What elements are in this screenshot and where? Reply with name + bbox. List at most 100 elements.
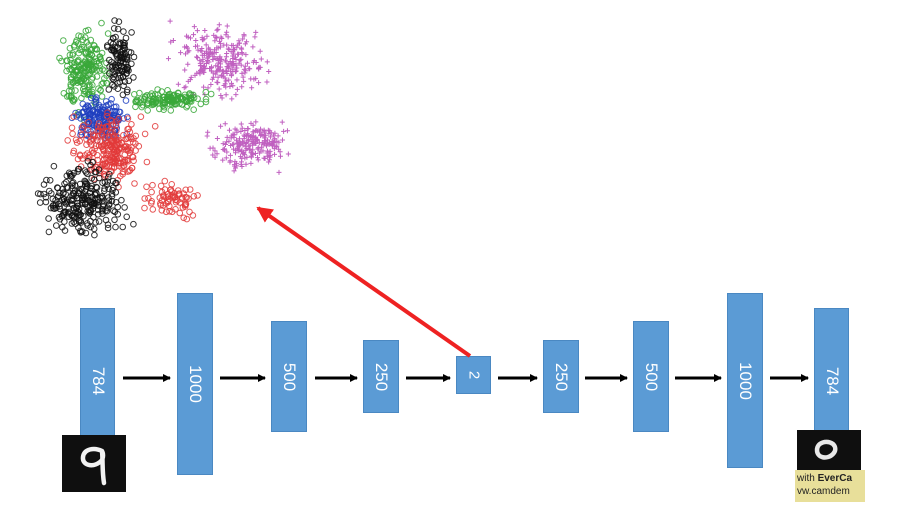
scatter-point bbox=[102, 98, 110, 105]
scatter-point bbox=[195, 47, 201, 53]
scatter-point bbox=[92, 62, 100, 70]
scatter-point bbox=[223, 84, 229, 90]
scatter-point bbox=[116, 78, 124, 86]
scatter-point bbox=[119, 91, 127, 99]
scatter-point bbox=[133, 98, 140, 106]
scatter-point bbox=[222, 81, 228, 87]
scatter-point bbox=[267, 154, 273, 160]
scatter-point bbox=[84, 102, 91, 109]
scatter-point bbox=[96, 53, 104, 61]
scatter-point bbox=[243, 161, 249, 167]
scatter-point bbox=[82, 27, 90, 35]
scatter-point bbox=[120, 162, 127, 170]
scatter-point bbox=[131, 180, 138, 187]
scatter-point bbox=[262, 132, 268, 138]
scatter-point bbox=[213, 34, 219, 40]
scatter-point bbox=[103, 112, 111, 120]
scatter-point bbox=[272, 136, 278, 142]
scatter-point bbox=[264, 79, 270, 85]
scatter-point bbox=[110, 25, 118, 32]
scatter-point bbox=[165, 56, 171, 62]
scatter-point bbox=[120, 28, 127, 35]
scatter-point bbox=[284, 128, 290, 134]
scatter-point bbox=[223, 59, 229, 65]
scatter-point bbox=[106, 200, 113, 208]
scatter-point bbox=[93, 94, 100, 101]
scatter-point bbox=[101, 75, 108, 82]
scatter-point bbox=[267, 128, 273, 134]
scatter-point bbox=[260, 148, 266, 154]
scatter-point bbox=[160, 100, 167, 107]
scatter-point bbox=[266, 141, 272, 147]
scatter-point bbox=[182, 97, 190, 105]
scatter-point bbox=[94, 211, 102, 218]
scatter-point bbox=[228, 49, 234, 55]
scatter-point bbox=[100, 147, 108, 155]
scatter-point bbox=[185, 78, 191, 84]
scatter-point bbox=[220, 141, 226, 147]
scatter-point bbox=[104, 42, 111, 49]
scatter-point bbox=[229, 42, 235, 48]
scatter-point bbox=[230, 83, 236, 89]
scatter-point bbox=[121, 204, 128, 211]
scatter-point bbox=[218, 123, 224, 129]
scatter-point bbox=[106, 70, 113, 77]
scatter-point bbox=[102, 207, 109, 214]
scatter-point bbox=[124, 125, 131, 133]
scatter-point bbox=[79, 36, 87, 44]
scatter-point bbox=[224, 71, 230, 77]
scatter-point bbox=[172, 196, 179, 204]
scatter-point bbox=[226, 138, 232, 144]
scatter-point bbox=[64, 137, 71, 144]
scatter-point bbox=[50, 162, 58, 170]
scatter-point bbox=[116, 67, 123, 74]
scatter-point bbox=[119, 46, 127, 54]
scatter-point bbox=[243, 147, 249, 153]
scatter-point bbox=[226, 77, 232, 83]
layer-250-decoder: 250 bbox=[543, 340, 579, 413]
scatter-point bbox=[213, 63, 219, 69]
scatter-point bbox=[76, 151, 84, 159]
scatter-point bbox=[182, 44, 188, 50]
scatter-point bbox=[222, 146, 228, 152]
scatter-point bbox=[108, 95, 115, 103]
scatter-point bbox=[90, 225, 98, 233]
scatter-point bbox=[113, 118, 120, 125]
scatter-point bbox=[207, 145, 213, 151]
scatter-point bbox=[48, 190, 55, 197]
scatter-point bbox=[226, 127, 232, 133]
scatter-point bbox=[189, 212, 197, 219]
scatter-point bbox=[54, 184, 61, 191]
projection-arrow bbox=[256, 206, 472, 358]
scatter-point bbox=[166, 208, 173, 215]
scatter-point bbox=[119, 170, 126, 178]
scatter-point bbox=[199, 45, 205, 51]
scatter-point bbox=[242, 63, 248, 69]
scatter-point bbox=[90, 200, 97, 208]
scatter-point bbox=[225, 34, 231, 40]
scatter-point bbox=[65, 87, 73, 95]
scatter-point bbox=[128, 121, 135, 128]
scatter-point bbox=[43, 176, 50, 184]
scatter-point bbox=[62, 178, 70, 186]
scatter-point bbox=[212, 38, 218, 44]
scatter-point bbox=[242, 128, 248, 134]
scatter-point bbox=[193, 37, 199, 43]
scatter-point bbox=[106, 170, 113, 178]
scatter-point bbox=[104, 30, 112, 37]
scatter-point bbox=[112, 223, 119, 231]
scatter-point bbox=[150, 95, 157, 103]
scatter-point bbox=[103, 207, 111, 215]
scatter-point bbox=[69, 67, 76, 74]
layer-2-bottleneck: 2 bbox=[456, 356, 491, 394]
scatter-point bbox=[234, 65, 240, 71]
scatter-point bbox=[137, 113, 145, 120]
scatter-point bbox=[111, 107, 119, 115]
scatter-point bbox=[235, 42, 241, 48]
scatter-point bbox=[75, 49, 83, 57]
layer-250-encoder: 250 bbox=[363, 340, 399, 413]
scatter-point bbox=[88, 94, 95, 102]
scatter-point bbox=[120, 82, 127, 90]
scatter-point bbox=[239, 84, 245, 90]
scatter-point bbox=[234, 44, 240, 50]
